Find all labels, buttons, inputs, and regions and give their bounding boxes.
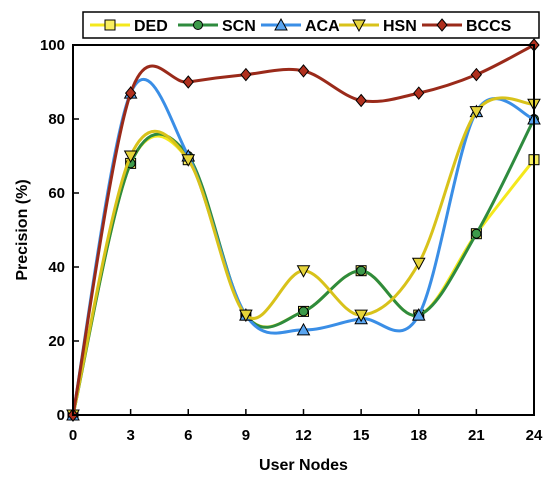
data-point-bccs <box>240 67 252 82</box>
plot-frame <box>72 44 535 416</box>
x-tick-label: 12 <box>295 427 312 444</box>
data-point-bccs <box>470 67 483 82</box>
legend-marker-aca <box>274 17 288 31</box>
x-tick-label: 18 <box>410 427 427 444</box>
axes <box>72 44 535 416</box>
series-line-aca <box>71 77 535 416</box>
data-point-bccs <box>297 64 310 78</box>
x-tick-label: 9 <box>242 427 250 444</box>
legend-label: DED <box>134 18 168 35</box>
y-tick-label: 0 <box>57 407 65 424</box>
legend-marker-bccs <box>436 18 448 32</box>
data-point-scn <box>356 265 367 276</box>
legend-label: HSN <box>383 18 417 35</box>
y-tick-label: 60 <box>48 185 65 202</box>
data-point-bccs <box>413 86 425 100</box>
x-axis-title: User Nodes <box>259 457 348 474</box>
series-line-bccs <box>71 43 535 416</box>
data-point-aca <box>296 322 311 336</box>
legend-label: ACA <box>305 18 340 35</box>
data-point-hsn <box>411 257 426 271</box>
data-point-scn <box>471 228 482 239</box>
data-point-bccs <box>124 86 137 100</box>
series-hsn <box>66 96 541 423</box>
legend-label: BCCS <box>466 18 512 35</box>
series-bccs <box>67 38 540 422</box>
series-layer <box>66 38 541 423</box>
y-axis-title: Precision (%) <box>14 179 31 280</box>
series-ded <box>67 134 540 421</box>
y-tick-label: 20 <box>48 333 65 350</box>
legend-box <box>82 11 540 39</box>
y-tick-label: 40 <box>48 259 65 276</box>
x-tick-label: 24 <box>526 427 543 444</box>
legend-label: SCN <box>222 18 256 35</box>
data-point-bccs <box>182 75 194 89</box>
x-tick-label: 15 <box>353 427 370 444</box>
data-point-hsn <box>469 106 484 119</box>
data-point-hsn <box>354 309 368 323</box>
data-point-scn <box>298 306 309 317</box>
data-point-hsn <box>296 265 311 278</box>
data-point-bccs <box>355 93 367 108</box>
series-aca <box>66 77 541 421</box>
data-point-aca <box>411 308 426 321</box>
legend-marker-scn <box>193 20 203 30</box>
x-tick-label: 0 <box>69 427 77 444</box>
legend-entry-bccs: BCCS <box>422 18 512 35</box>
legend-entry-aca: ACA <box>261 17 340 35</box>
y-tick-label: 100 <box>40 37 65 54</box>
tick-labels: 0 3 6 9 12 15 18 21 24 0 20 40 60 80 100 <box>40 37 543 444</box>
legend-entry-scn: SCN <box>178 18 256 35</box>
legend-entry-hsn: HSN <box>339 18 417 35</box>
legend-entry-ded: DED <box>90 18 168 35</box>
y-tick-label: 80 <box>48 111 65 128</box>
data-point-hsn <box>181 154 196 167</box>
x-tick-label: 6 <box>184 427 192 444</box>
legend-marker-ded <box>104 19 116 31</box>
data-point-hsn <box>239 309 253 323</box>
data-point-hsn <box>123 150 138 164</box>
legend-marker-hsn <box>352 19 366 33</box>
x-tick-label: 3 <box>126 427 134 444</box>
legend: DED SCN ACA HSN BCCS <box>82 11 540 39</box>
x-tick-label: 21 <box>468 427 485 444</box>
